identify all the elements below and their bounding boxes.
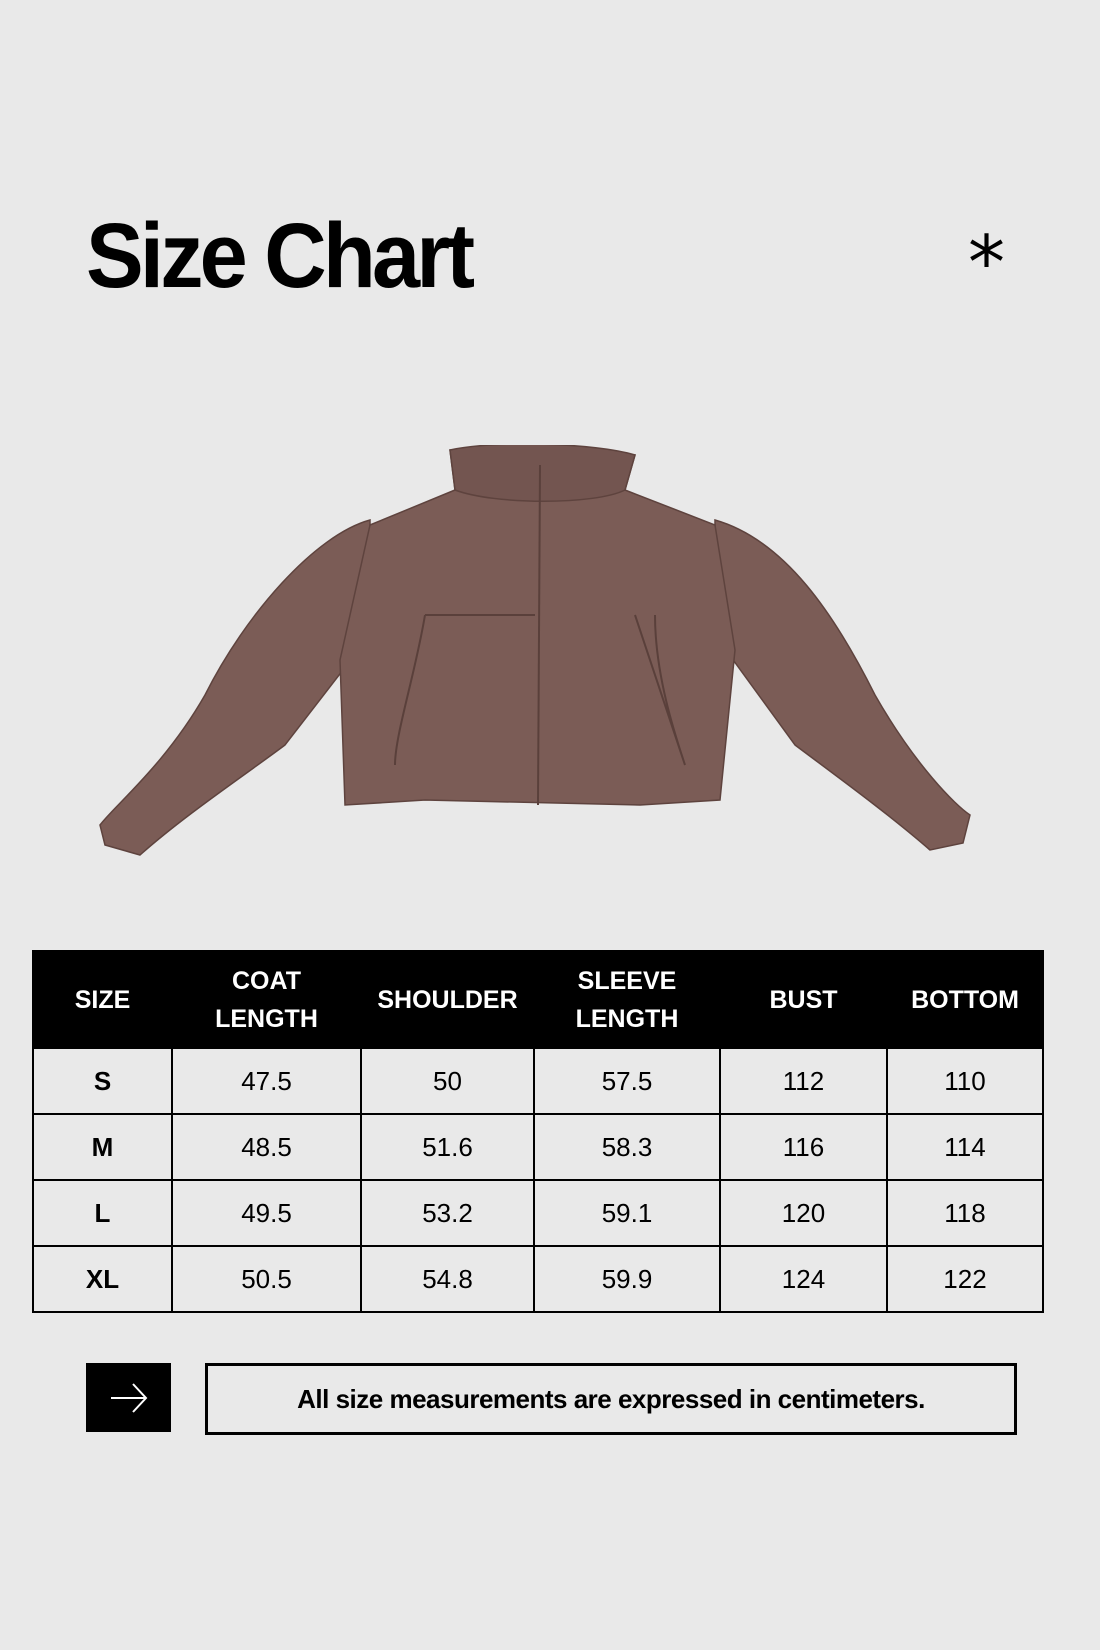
size-cell: L (32, 1179, 173, 1247)
sleeve-length-cell: 57.5 (533, 1047, 721, 1115)
shoulder-cell: 51.6 (360, 1113, 535, 1181)
coat-length-cell: 50.5 (171, 1245, 362, 1313)
column-header-shoulder: SHOULDER (360, 950, 535, 1049)
table-row: M 48.5 51.6 58.3 116 114 (32, 1113, 1044, 1181)
table-row: L 49.5 53.2 59.1 120 118 (32, 1179, 1044, 1247)
bust-cell: 120 (719, 1179, 888, 1247)
column-header-coat-length: COAT LENGTH (171, 950, 362, 1049)
table-row: S 47.5 50 57.5 112 110 (32, 1047, 1044, 1115)
bottom-cell: 110 (886, 1047, 1044, 1115)
column-header-bottom: BOTTOM (886, 950, 1044, 1049)
sleeve-length-cell: 59.9 (533, 1245, 721, 1313)
column-header-size: SIZE (32, 950, 173, 1049)
size-cell: S (32, 1047, 173, 1115)
sleeve-length-cell: 59.1 (533, 1179, 721, 1247)
bottom-cell: 118 (886, 1179, 1044, 1247)
shoulder-cell: 54.8 (360, 1245, 535, 1313)
shoulder-cell: 53.2 (360, 1179, 535, 1247)
arrow-button (86, 1363, 171, 1432)
sleeve-length-cell: 58.3 (533, 1113, 721, 1181)
bust-cell: 112 (719, 1047, 888, 1115)
asterisk-icon: * (968, 220, 1005, 306)
bottom-cell: 122 (886, 1245, 1044, 1313)
bottom-cell: 114 (886, 1113, 1044, 1181)
column-header-bust: BUST (719, 950, 888, 1049)
page-title: Size Chart (86, 205, 475, 307)
size-cell: M (32, 1113, 173, 1181)
coat-length-cell: 47.5 (171, 1047, 362, 1115)
coat-length-cell: 49.5 (171, 1179, 362, 1247)
size-table: SIZE COAT LENGTH SHOULDER SLEEVE LENGTH … (32, 950, 1044, 1313)
size-cell: XL (32, 1245, 173, 1313)
arrow-right-icon (110, 1382, 147, 1413)
table-row: XL 50.5 54.8 59.9 124 122 (32, 1245, 1044, 1313)
units-note: All size measurements are expressed in c… (205, 1363, 1017, 1435)
jacket-image (99, 445, 971, 856)
coat-length-cell: 48.5 (171, 1113, 362, 1181)
shoulder-cell: 50 (360, 1047, 535, 1115)
bust-cell: 124 (719, 1245, 888, 1313)
bust-cell: 116 (719, 1113, 888, 1181)
table-header-row: SIZE COAT LENGTH SHOULDER SLEEVE LENGTH … (32, 950, 1044, 1049)
column-header-sleeve-length: SLEEVE LENGTH (533, 950, 721, 1049)
